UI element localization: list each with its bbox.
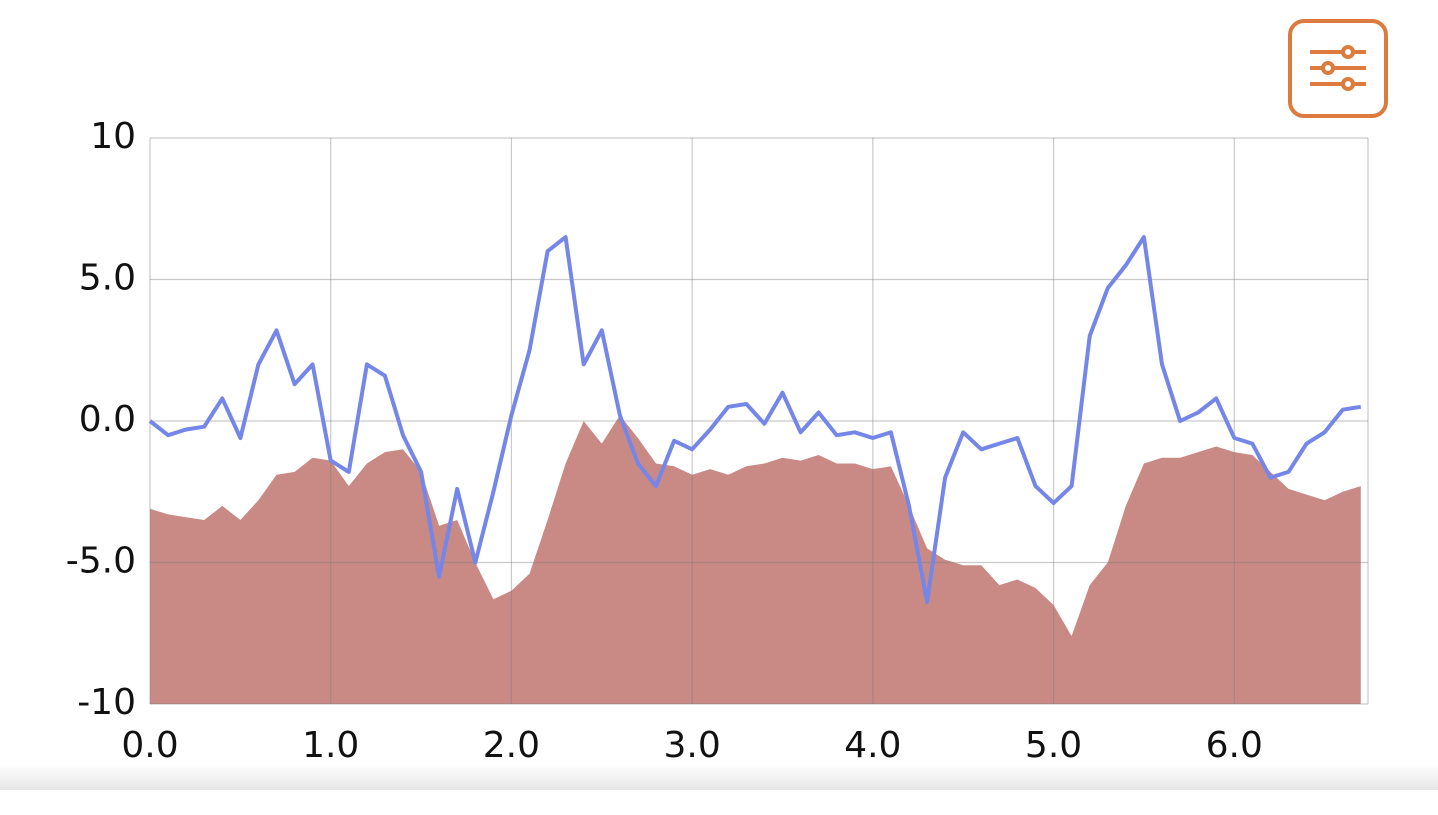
x-tick-label: 0.0 [121,725,178,766]
x-tick-label: 2.0 [483,725,540,766]
y-tick-label: 10 [90,116,136,157]
x-tick-label: 5.0 [1025,725,1082,766]
y-tick-label: -5.0 [66,541,136,582]
bottom-bar [0,764,1438,790]
y-tick-label: -10 [77,682,136,723]
filter-button[interactable] [1288,19,1388,118]
x-tick-label: 6.0 [1206,725,1263,766]
y-tick-label: 5.0 [79,258,136,299]
area [150,415,1361,704]
x-tick-label: 1.0 [302,725,359,766]
line [148,235,1362,605]
y-tick-label: 0.0 [79,399,136,440]
x-tick-label: 3.0 [664,725,721,766]
plot-area: -10 -5.0 0.0 5.0 10 0.0 1.0 2.0 3.0 4.0 5.0 6.0 [66,116,1369,766]
x-tick-label: 4.0 [844,725,901,766]
